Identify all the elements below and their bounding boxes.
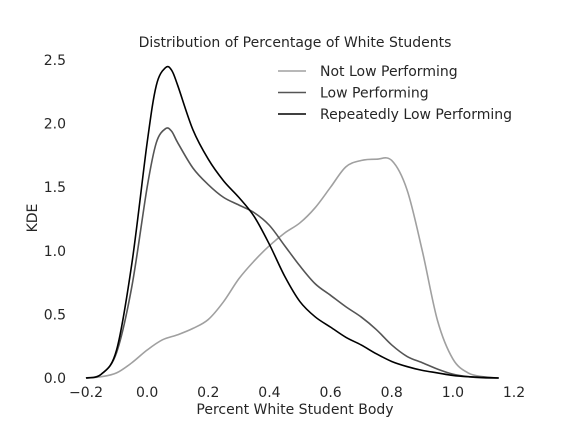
x-tick-label: 0.0: [136, 385, 158, 401]
legend-label: Low Performing: [320, 86, 429, 102]
legend-label: Not Low Performing: [320, 64, 458, 80]
y-tick-label: 0.5: [44, 307, 66, 323]
y-tick-label: 1.0: [44, 244, 66, 260]
x-tick-label: 0.4: [258, 385, 280, 401]
series-lines: [85, 65, 499, 379]
legend: Not Low Performing Low Performing Repeated…: [278, 64, 512, 123]
y-tick-label: 1.5: [44, 180, 66, 196]
x-tick-label: 0.6: [319, 385, 341, 401]
series-line-0: [85, 157, 499, 379]
x-tick-label: −0.2: [69, 385, 103, 401]
x-tick-labels: −0.2 0.0 0.2 0.4 0.6 0.8 1.0 1.2: [69, 385, 525, 401]
y-tick-label: 2.5: [44, 53, 66, 69]
x-tick-label: 0.8: [381, 385, 403, 401]
chart-title: Distribution of Percentage of White Stud…: [139, 35, 452, 51]
y-axis-label: KDE: [25, 204, 41, 233]
legend-label: Repeatedly Low Performing: [320, 107, 512, 123]
series-line-2: [85, 65, 499, 379]
y-tick-labels: 0.0 0.5 1.0 1.5 2.0 2.5: [44, 53, 66, 387]
y-tick-label: 0.0: [44, 371, 66, 387]
y-tick-label: 2.0: [44, 117, 66, 133]
x-tick-label: 1.2: [503, 385, 525, 401]
x-tick-label: 1.0: [442, 385, 464, 401]
x-tick-label: 0.2: [197, 385, 219, 401]
series-line-1: [85, 127, 499, 379]
x-axis-label: Percent White Student Body: [196, 402, 393, 418]
